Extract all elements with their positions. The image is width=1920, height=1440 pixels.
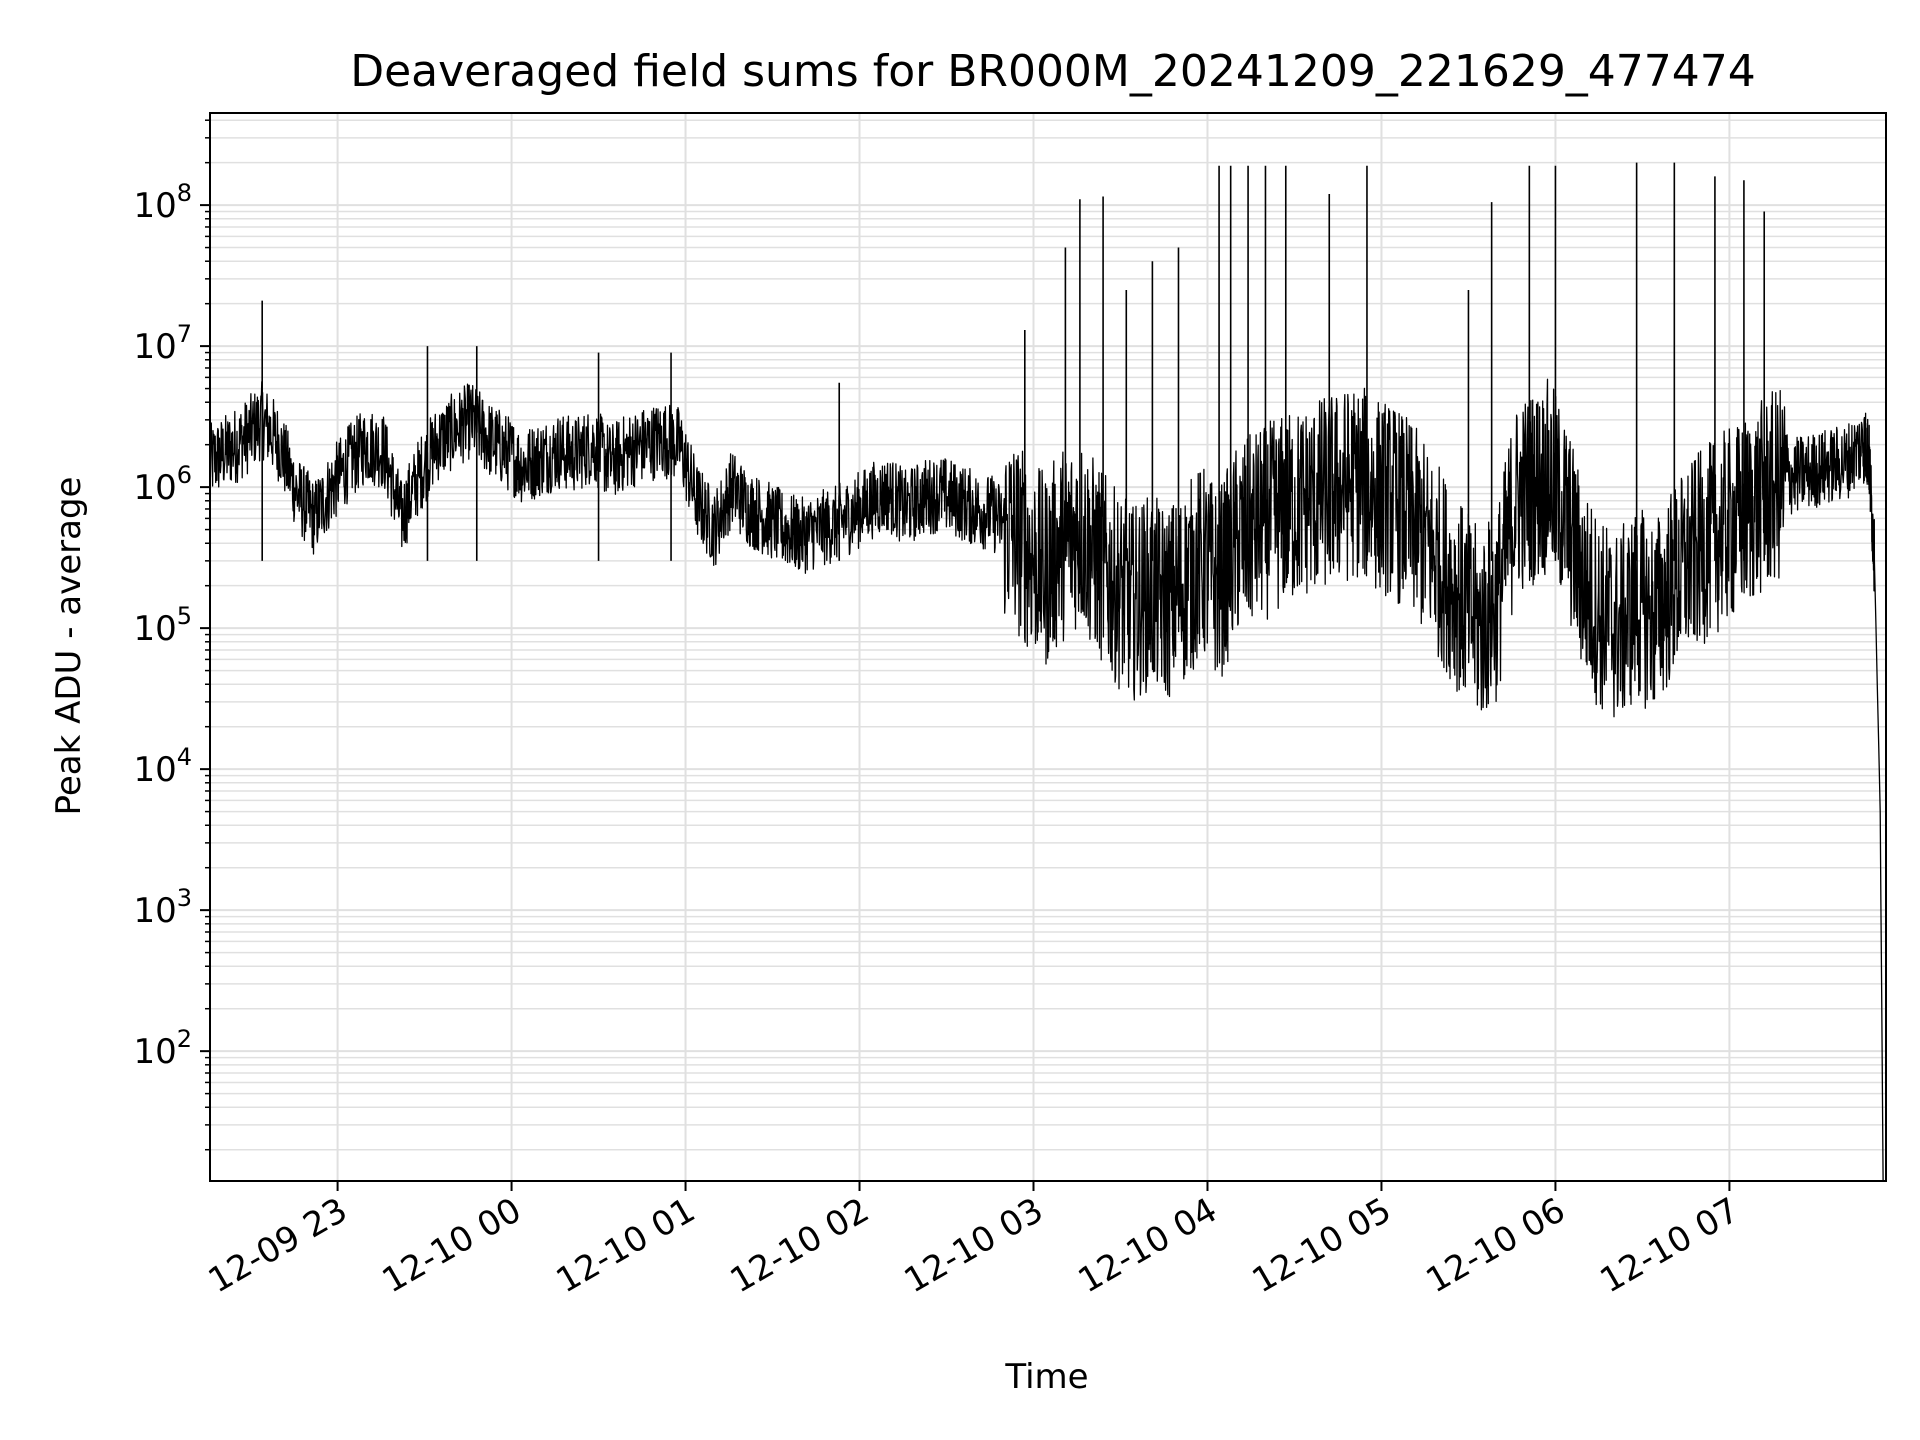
plot-lines	[209, 162, 1884, 1182]
grid-lines	[210, 113, 1886, 1181]
y-tick-label: 107	[133, 320, 192, 367]
x-tick-label: 12-10 01	[550, 1190, 702, 1301]
x-tick-label: 12-10 07	[1594, 1190, 1746, 1301]
x-tick-label: 12-10 03	[898, 1190, 1050, 1301]
y-tick-label: 108	[133, 179, 192, 226]
x-axis-label: Time	[1004, 1357, 1088, 1397]
y-axis: 102 103 104 105 106 107 108	[133, 119, 210, 1151]
x-axis: 12-09 23 12-10 00 12-10 01 12-10 02 12-10 03…	[202, 1181, 1746, 1301]
y-tick-label: 103	[133, 884, 192, 931]
x-tick-label: 12-10 00	[376, 1190, 528, 1301]
x-tick-label: 12-09 23	[202, 1190, 354, 1301]
series-line	[209, 378, 1884, 1182]
y-tick-label: 106	[133, 461, 192, 508]
y-axis-label: Peak ADU - average	[49, 477, 89, 816]
x-tick-label: 12-10 05	[1246, 1190, 1398, 1301]
plot-frame	[209, 112, 1887, 1182]
y-tick-label: 105	[133, 602, 192, 649]
y-tick-label: 102	[133, 1025, 192, 1072]
y-tick-label: 104	[133, 743, 192, 790]
chart-title: Deaveraged field sums for BR000M_2024120…	[350, 46, 1756, 97]
x-tick-label: 12-10 06	[1420, 1190, 1572, 1301]
x-tick-label: 12-10 04	[1072, 1190, 1224, 1301]
x-tick-label: 12-10 02	[724, 1190, 876, 1301]
